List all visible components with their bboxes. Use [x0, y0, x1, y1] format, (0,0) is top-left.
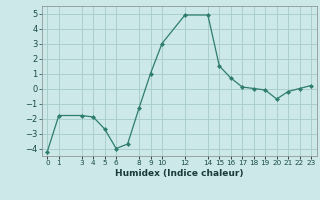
X-axis label: Humidex (Indice chaleur): Humidex (Indice chaleur)	[115, 169, 244, 178]
